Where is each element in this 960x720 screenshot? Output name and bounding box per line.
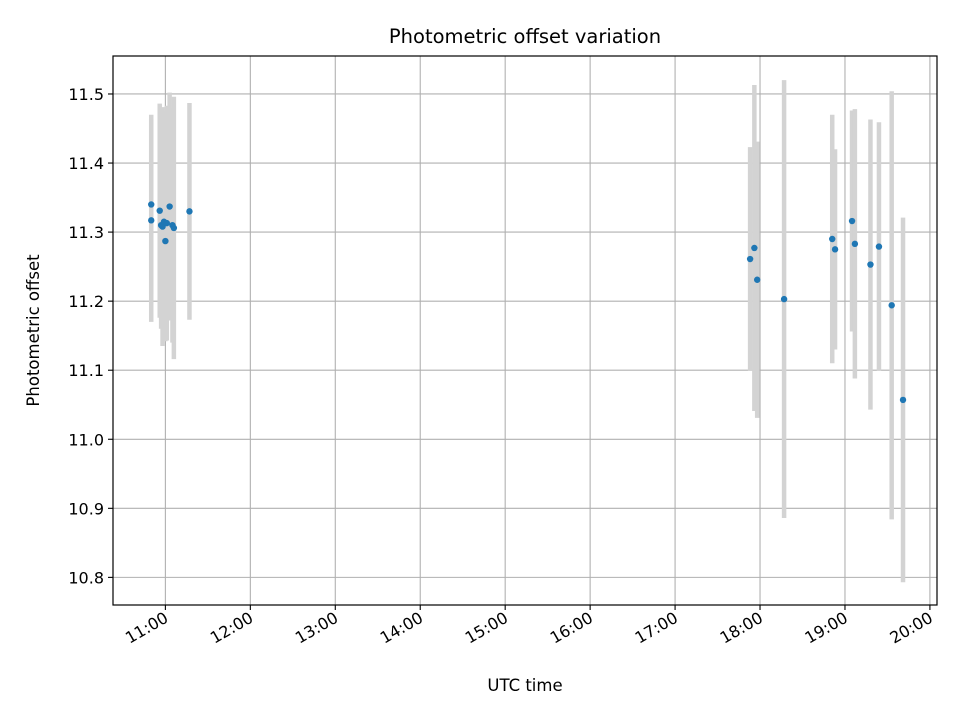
data-point	[780, 295, 788, 303]
data-point	[186, 208, 193, 215]
y-axis-ticks: 10.8 10.9 11.0 11.1 11.2 11.3 11.4 11.5	[68, 85, 113, 587]
y-tick-label: 11.2	[68, 292, 104, 311]
y-tick-label: 11.1	[68, 361, 104, 380]
grid-lines	[113, 56, 937, 605]
data-point	[162, 237, 169, 245]
data-point	[831, 246, 839, 253]
data-points	[148, 201, 907, 404]
y-tick-label: 10.8	[68, 568, 104, 587]
y-tick-label: 11.0	[68, 430, 104, 449]
chart-title: Photometric offset variation	[389, 25, 661, 48]
data-point	[751, 244, 758, 252]
data-point	[829, 235, 836, 243]
data-point	[848, 217, 856, 225]
data-point	[867, 261, 874, 268]
y-tick-label: 10.9	[68, 499, 104, 518]
data-point	[156, 207, 163, 214]
y-tick-label: 11.3	[68, 223, 104, 242]
data-point	[166, 203, 173, 210]
data-point	[888, 302, 895, 309]
data-point	[753, 276, 761, 283]
data-point	[851, 240, 859, 248]
data-point	[148, 217, 155, 224]
data-point	[746, 255, 754, 263]
data-point	[163, 219, 171, 227]
x-axis-title: UTC time	[487, 676, 562, 695]
plot-area-frame	[112, 55, 938, 606]
data-point	[875, 243, 883, 250]
y-tick-label: 11.4	[68, 154, 104, 173]
data-point	[148, 201, 155, 208]
data-point	[170, 224, 178, 232]
y-tick-label: 11.5	[68, 85, 104, 104]
data-point	[159, 223, 166, 230]
y-axis-title: Photometric offset	[24, 254, 43, 407]
data-point	[899, 396, 907, 404]
